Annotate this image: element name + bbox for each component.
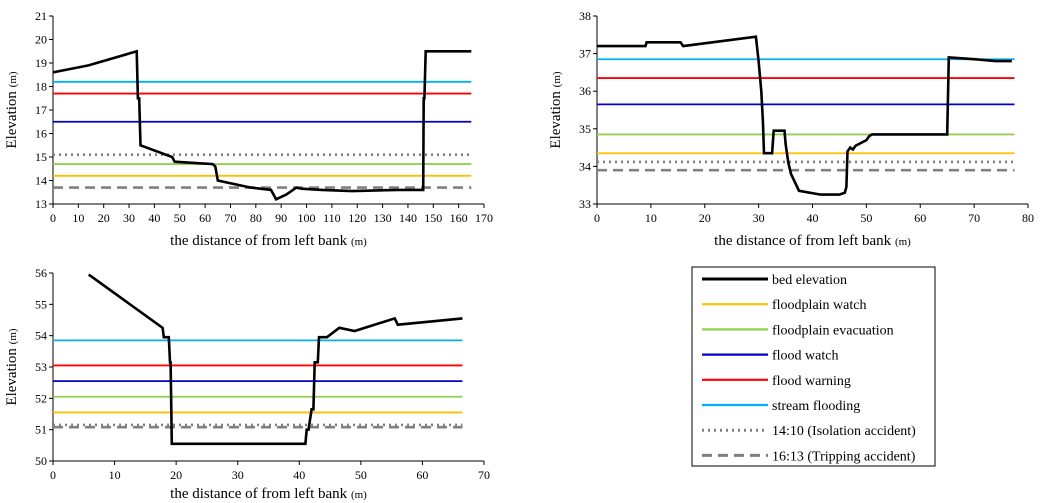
x-tick-label: 30 [123,211,135,225]
x-tick-label: 60 [416,468,428,482]
legend-label-bed: bed elevation [772,273,847,288]
y-tick-label: 33 [579,197,591,211]
y-tick-label: 56 [35,266,47,280]
y-tick-label: 50 [35,454,47,468]
y-tick-label: 52 [35,391,47,405]
y-tick-label: 53 [35,360,47,374]
bed-elevation-line [597,35,1012,196]
x-axis-title-main: the distance of from left bank [170,233,351,249]
x-tick-label: 120 [348,211,366,225]
x-tick-label: 90 [275,211,287,225]
y-tick-label: 34 [579,159,591,173]
legend-label-fpe: floodplain evacuation [772,323,894,338]
legend-label-sf: stream flooding [772,399,860,414]
x-tick-label: 40 [807,211,819,225]
bed-elevation-line [52,49,472,201]
legend-box [691,266,936,467]
y-axis-title: Elevation (m) [4,71,20,148]
y-tick-label: 37 [579,47,591,61]
x-tick-label: 110 [323,211,341,225]
y-tick-label: 38 [579,9,591,23]
x-axis-title-main: the distance of from left bank [170,486,351,502]
x-tick-label: 100 [298,211,316,225]
y-tick-label: 51 [35,423,47,437]
y-tick-label: 14 [35,174,47,188]
x-tick-label: 170 [475,211,493,225]
x-tick-label: 50 [174,211,186,225]
y-axis-title-main: Elevation [4,87,20,148]
y-tick-label: 20 [35,33,47,47]
y-tick-label: 19 [35,56,47,70]
x-tick-label: 0 [50,211,56,225]
x-tick-label: 20 [98,211,110,225]
bed-elevation-line [87,273,463,446]
x-tick-label: 60 [199,211,211,225]
x-tick-label: 130 [374,211,392,225]
legend-label-fw: flood watch [772,349,838,364]
x-tick-label: 150 [424,211,442,225]
x-axis-title-unit: (m) [351,489,367,501]
x-tick-label: 50 [860,211,872,225]
legend-label-trip: 16:13 (Tripping accident) [772,449,916,464]
legend-label-fwarn: flood warning [772,374,851,389]
legend: bed elevation floodplain watch floodplain … [691,266,936,467]
y-tick-label: 36 [579,84,591,98]
legend-label-fpw: floodplain watch [772,298,866,313]
x-axis-title: the distance of from left bank (m) [714,233,911,249]
x-tick-label: 70 [478,468,490,482]
x-axis-title-unit: (m) [895,236,911,248]
y-axis-title-main: Elevation [548,87,564,148]
y-tick-label: 15 [35,150,47,164]
x-tick-label: 20 [699,211,711,225]
y-tick-label: 17 [35,103,47,117]
x-tick-label: 140 [399,211,417,225]
x-axis-title-unit: (m) [351,236,367,248]
x-tick-label: 0 [594,211,600,225]
x-axis-title-main: the distance of from left bank [714,233,895,249]
y-tick-label: 13 [35,197,47,211]
x-tick-label: 70 [968,211,980,225]
x-tick-label: 10 [645,211,657,225]
x-tick-label: 10 [109,468,121,482]
x-tick-label: 10 [72,211,84,225]
x-tick-label: 0 [50,468,56,482]
x-tick-label: 20 [170,468,182,482]
y-tick-label: 55 [35,297,47,311]
y-axis-title-main: Elevation [4,344,20,405]
x-tick-label: 160 [450,211,468,225]
y-axis-title: Elevation (m) [4,328,20,405]
y-axis-title-unit: (m) [7,71,19,87]
chart-2: 33 34 35 36 37 38 0 10 20 30 40 50 60 70 80 the distanc… [548,9,1034,249]
y-tick-label: 54 [35,329,47,343]
x-tick-label: 40 [293,468,305,482]
x-tick-label: 80 [1022,211,1034,225]
legend-label-iso: 14:10 (Isolation accident) [772,424,916,439]
x-tick-label: 50 [355,468,367,482]
x-tick-label: 70 [224,211,236,225]
x-tick-label: 80 [250,211,262,225]
y-axis-title: Elevation (m) [548,71,564,148]
y-axis-title-unit: (m) [7,328,19,344]
y-tick-label: 16 [35,127,47,141]
x-tick-label: 30 [232,468,244,482]
x-tick-label: 30 [753,211,765,225]
y-axis-title-unit: (m) [551,71,563,87]
x-axis-title: the distance of from left bank (m) [170,486,367,502]
x-axis-title: the distance of from left bank (m) [170,233,367,249]
y-tick-label: 18 [35,80,47,94]
x-tick-label: 40 [148,211,160,225]
y-tick-label: 35 [579,122,591,136]
y-tick-label: 21 [35,9,47,23]
chart-1: 13 14 15 16 17 18 19 20 21 0 10 20 30 40 50 60 70 80 90 100… [4,9,493,249]
x-tick-label: 60 [914,211,926,225]
chart-3: 50 51 52 53 54 55 56 0 10 20 30 40 50 60 70 the distanc… [4,266,490,502]
